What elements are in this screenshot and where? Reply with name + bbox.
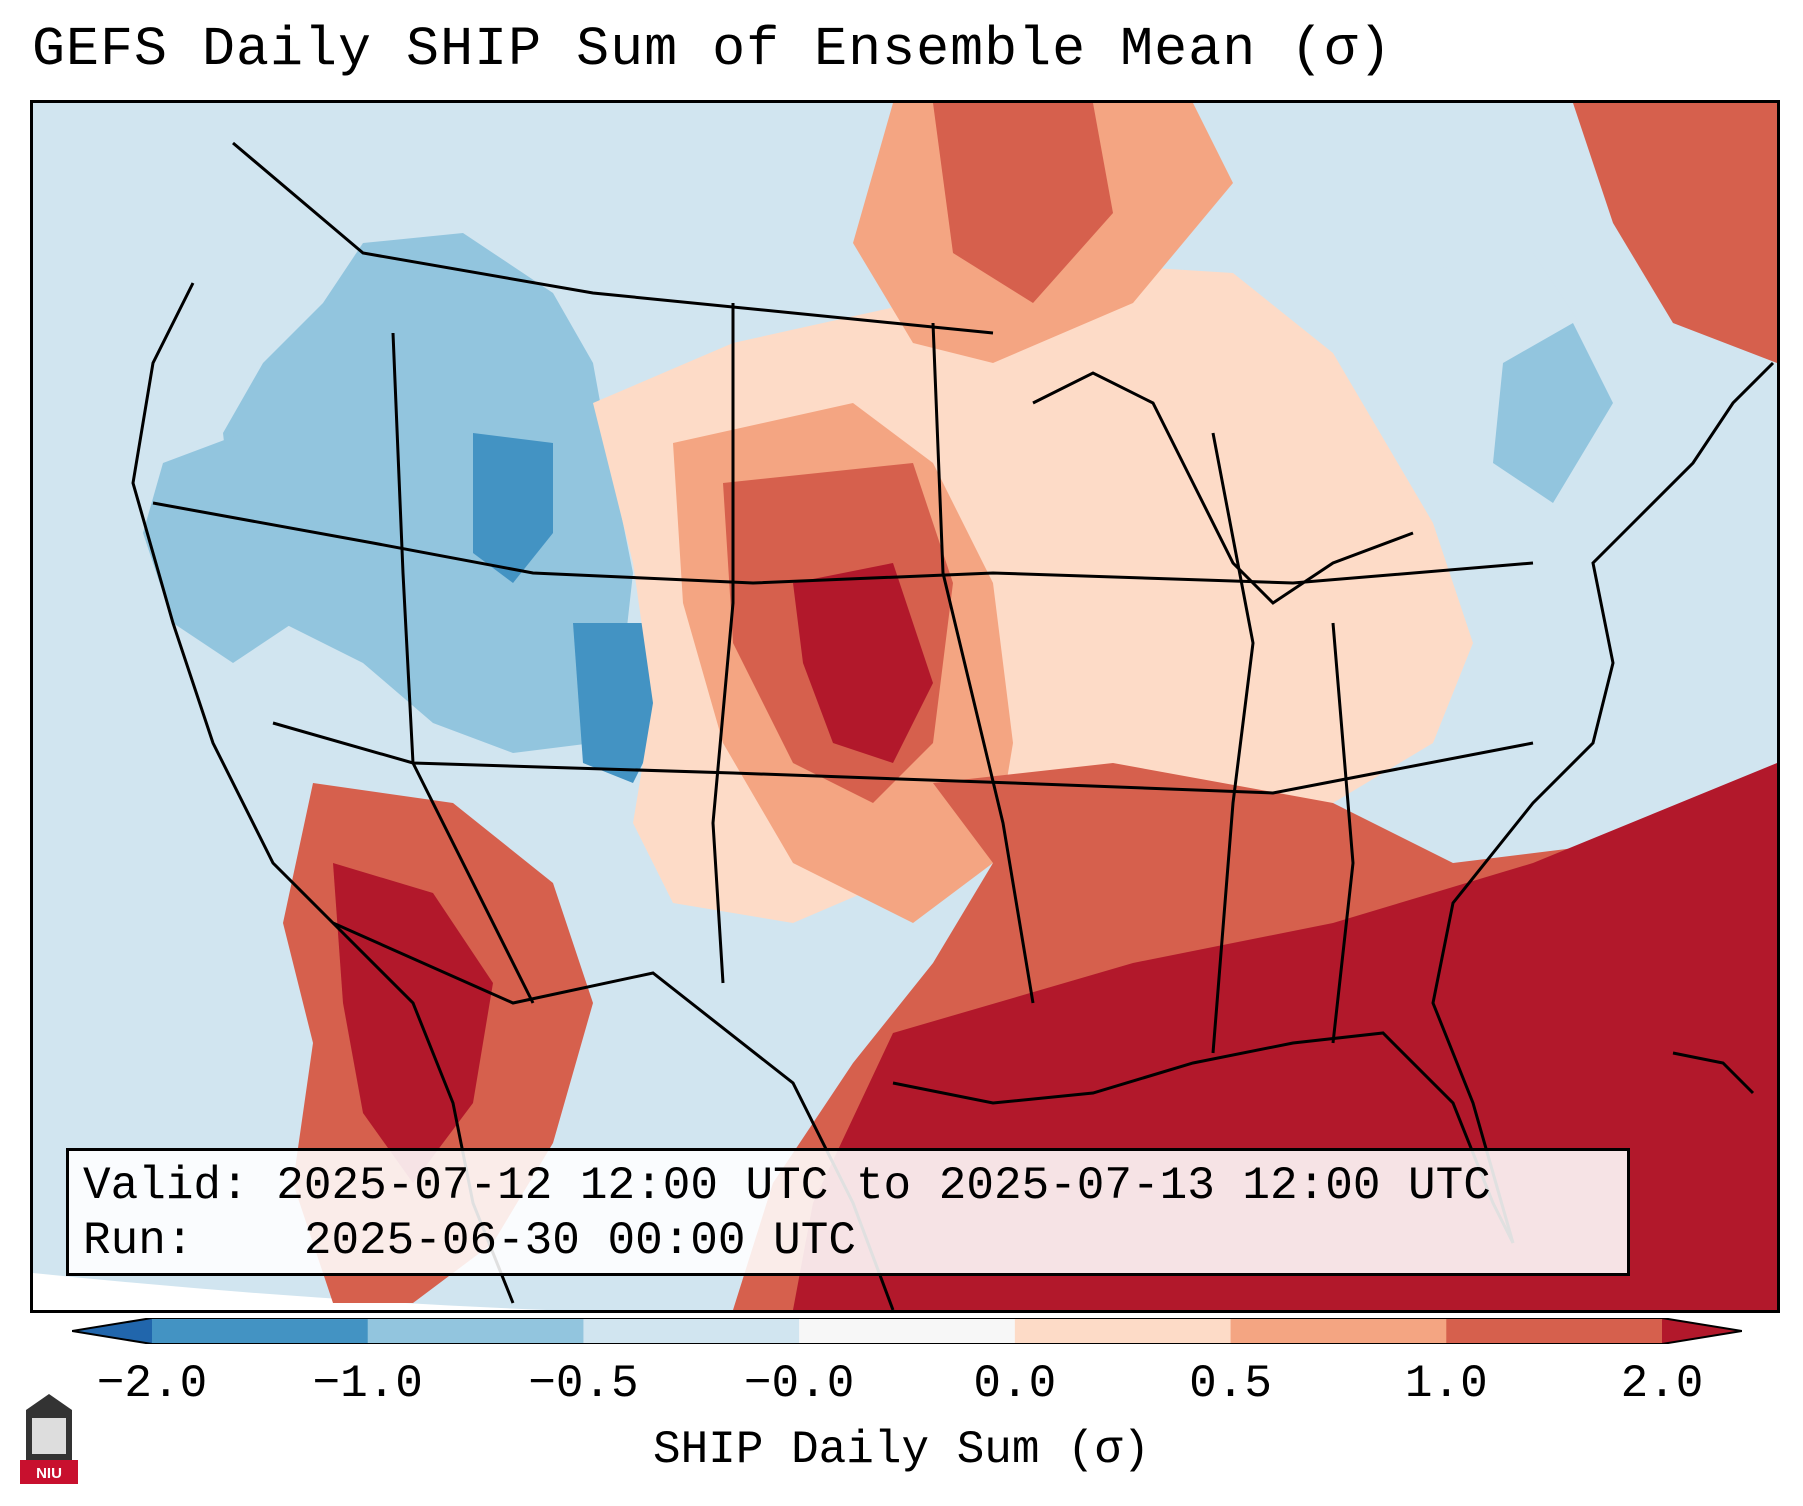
region-canada-moderate <box>933 103 1113 303</box>
colorbar-extend-high <box>1662 1318 1742 1344</box>
region-maritimes-positive <box>1573 103 1777 363</box>
colorbar-bin <box>1446 1318 1663 1344</box>
state-line-west <box>391 332 535 1004</box>
region-west-negative <box>223 233 633 753</box>
colorbar-tick-label: −1.0 <box>312 1358 423 1410</box>
chart-title: GEFS Daily SHIP Sum of Ensemble Mean (σ) <box>32 18 1393 81</box>
state-line-southeast <box>1331 622 1355 1044</box>
state-line-plains <box>931 322 1035 1004</box>
valid-label: Valid: <box>83 1160 249 1212</box>
colorbar-tick-label: 2.0 <box>1620 1358 1704 1410</box>
state-line-north <box>152 501 1534 585</box>
region-kansas-strong <box>793 563 933 763</box>
colorbar-tick-label: −0.0 <box>743 1358 855 1410</box>
logo-banner <box>20 1460 78 1484</box>
valid-run-info-box: Valid: 2025-07-12 12:00 UTC to 2025-07-1… <box>66 1148 1630 1276</box>
coastline-atlantic <box>1431 361 1775 1244</box>
colorbar-extend-low <box>72 1318 152 1344</box>
region-newengland-negative <box>1493 323 1613 503</box>
colorbar-bin <box>1230 1318 1447 1344</box>
great-lakes-outline <box>1032 371 1414 605</box>
run-label: Run: <box>83 1215 194 1267</box>
colorbar-bin <box>367 1318 584 1344</box>
colorbar <box>72 1318 1742 1344</box>
valid-value: 2025-07-12 12:00 UTC to 2025-07-13 12:00… <box>276 1160 1491 1212</box>
anomaly-map <box>33 103 1777 1310</box>
state-line-rockies <box>711 303 735 984</box>
logo-window <box>32 1418 66 1454</box>
colorbar-label: SHIP Daily Sum (σ) <box>653 1424 1150 1476</box>
logo-text: NIU <box>36 1465 62 1482</box>
niu-logo-icon: NIU <box>20 1394 78 1484</box>
map-panel <box>30 100 1780 1313</box>
coastline-cuba <box>1672 1051 1755 1095</box>
border-us-canada <box>232 141 994 335</box>
region-idaho-strong-negative <box>473 433 553 583</box>
colorbar-tick-label: 0.0 <box>973 1358 1057 1410</box>
state-line-middle <box>272 721 1534 795</box>
colorbar-tick-label: 1.0 <box>1404 1358 1488 1410</box>
region-pacific-negative <box>143 433 293 663</box>
state-line-mississippi <box>1211 432 1255 1054</box>
colorbar-tick-label: −0.5 <box>528 1358 639 1410</box>
region-utah-strong-negative <box>573 623 663 783</box>
colorbar-bin <box>799 1318 1016 1344</box>
colorbar-bin <box>1014 1318 1232 1344</box>
colorbar-bin <box>583 1318 800 1344</box>
colorbar-bin <box>152 1318 369 1344</box>
run-value: 2025-06-30 00:00 UTC <box>303 1215 856 1267</box>
colorbar-tick-label: −2.0 <box>96 1358 208 1410</box>
coastline-pacific <box>131 282 515 1304</box>
colorbar-tick-label: 0.5 <box>1189 1358 1272 1410</box>
